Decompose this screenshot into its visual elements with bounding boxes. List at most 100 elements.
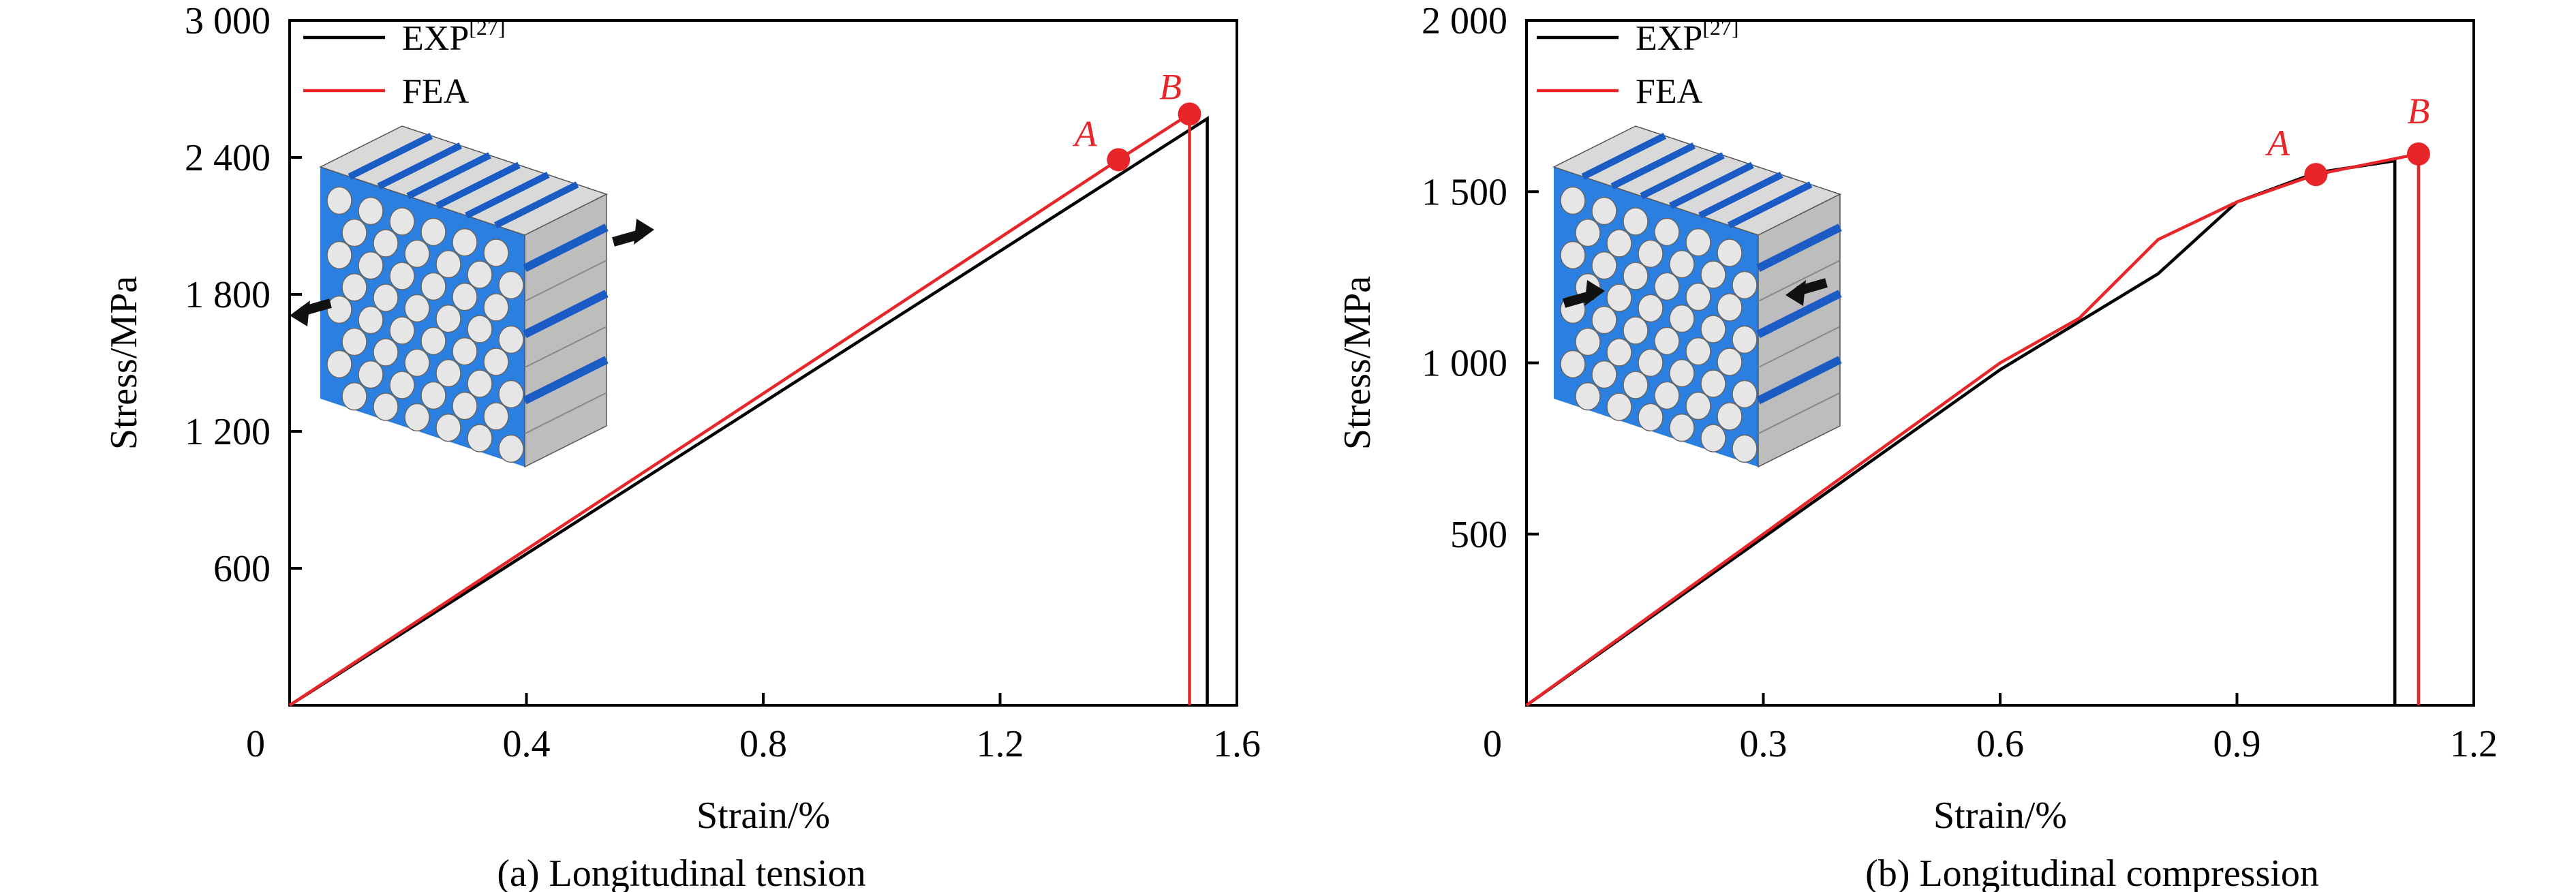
legend-text: FEA	[402, 72, 470, 111]
fiber-circle	[1700, 315, 1726, 343]
fiber-circle	[435, 358, 461, 388]
composite-block-inset	[290, 125, 654, 468]
point-label-b: B	[2407, 91, 2429, 132]
chart-panel-a: 0 0.4 0.8 1.2 1.6 600 1 200 1 800 2 400 3 000 Stra…	[103, 0, 1261, 892]
point-marker-b	[2406, 142, 2430, 166]
fiber-circle	[1575, 218, 1601, 247]
fiber-circle	[1717, 293, 1743, 322]
fiber-circle	[341, 327, 367, 356]
legend-text: FEA	[1636, 72, 1703, 111]
fiber-stripe	[523, 224, 609, 272]
y-tick-label: 600	[213, 548, 271, 590]
fiber-circle	[358, 305, 384, 335]
fiber-circle	[1560, 350, 1586, 379]
fiber-stripe	[377, 142, 462, 190]
fiber-circle	[1591, 305, 1617, 335]
fiber-stripe	[1756, 224, 1842, 272]
fiber-circle	[1623, 316, 1649, 345]
fiber-circle	[389, 207, 415, 236]
fiber-circle	[389, 371, 415, 399]
fiber-circle	[1591, 196, 1617, 226]
fiber-circle	[358, 196, 384, 226]
fiber-circle	[404, 348, 430, 378]
y-tick-label: 1 000	[1422, 343, 1507, 385]
point-marker-a	[1107, 148, 1131, 172]
y-tick-label: 1 800	[185, 274, 271, 316]
fiber-circle	[326, 295, 352, 324]
legend-label-exp: EXP[27]	[1636, 15, 1739, 58]
fiber-circle	[1591, 360, 1617, 389]
fiber-circle	[452, 337, 478, 366]
y-axis-title: Stress/MPa	[1336, 276, 1379, 450]
fiber-stripe	[1756, 290, 1842, 339]
fiber-circle	[1717, 402, 1743, 431]
fiber-circle	[1700, 424, 1726, 452]
fiber-circle	[1732, 434, 1758, 463]
fiber-circle	[404, 239, 430, 268]
fiber-circle	[435, 304, 461, 333]
fiber-stripe	[1669, 162, 1754, 209]
fiber-circle	[1732, 380, 1758, 409]
point-marker-b	[1178, 102, 1201, 126]
fiber-stripe	[1758, 260, 1841, 303]
fiber-circle	[467, 315, 493, 343]
fiber-circle	[1669, 249, 1695, 279]
fiber-stripe	[523, 290, 609, 339]
fiber-circle	[1575, 382, 1601, 411]
fiber-stripe	[493, 181, 579, 229]
x-tick-label: 0.8	[739, 723, 787, 765]
fiber-circle	[1654, 272, 1680, 301]
y-tick-label: 500	[1450, 514, 1507, 556]
fiber-circle	[1654, 381, 1680, 410]
fiber-circle	[420, 272, 446, 301]
fiber-circle	[1623, 207, 1649, 236]
legend-label-fea: FEA	[402, 72, 470, 111]
fiber-stripe	[348, 132, 433, 180]
fiber-stripe	[1698, 171, 1783, 219]
x-tick-label: 0.6	[1976, 723, 2024, 765]
fiber-circle	[326, 186, 352, 215]
fiber-circle	[452, 391, 478, 420]
fiber-circle	[452, 228, 478, 257]
fiber-circle	[373, 229, 399, 258]
fiber-circle	[1654, 217, 1680, 247]
fiber-circle	[1717, 239, 1743, 267]
fiber-circle	[498, 271, 524, 300]
y-tick-label: 1 200	[185, 411, 271, 453]
fiber-circle	[1732, 325, 1758, 354]
fiber-circle	[420, 381, 446, 410]
fiber-circle	[483, 402, 509, 431]
fiber-circle	[1669, 413, 1695, 442]
fiber-circle	[498, 325, 524, 354]
x-tick-label: 1.2	[977, 723, 1024, 765]
fiber-circle	[467, 260, 493, 289]
fiber-stripe	[1756, 356, 1842, 405]
point-label-a: A	[2265, 123, 2290, 164]
fiber-stripe	[524, 392, 607, 435]
fiber-circle	[1669, 358, 1695, 388]
fiber-circle	[435, 413, 461, 442]
fiber-circle	[358, 251, 384, 280]
fiber-circle	[341, 273, 367, 302]
fiber-circle	[1685, 228, 1711, 257]
fiber-stripe	[524, 326, 607, 369]
fiber-stripe	[524, 260, 607, 303]
series-line-fea	[1525, 152, 2421, 707]
point-marker-a	[2304, 163, 2328, 187]
fiber-circle	[1685, 337, 1711, 366]
fiber-circle	[1623, 371, 1649, 399]
fiber-circle	[452, 282, 478, 311]
legend-superscript: [27]	[1702, 15, 1738, 40]
panel-caption: (b) Longitudinal compression	[1865, 852, 2319, 892]
x-axis-title: Strain/%	[1933, 795, 2067, 837]
fiber-circle	[420, 217, 446, 247]
y-tick-label: 1 500	[1422, 171, 1507, 213]
fiber-circle	[326, 241, 352, 270]
fiber-circle	[483, 293, 509, 322]
fiber-circle	[435, 249, 461, 279]
fiber-circle	[498, 434, 524, 463]
point-label-a: A	[1073, 113, 1098, 154]
fiber-circle	[341, 382, 367, 411]
fiber-circle	[420, 326, 446, 356]
fiber-circle	[1700, 369, 1726, 398]
